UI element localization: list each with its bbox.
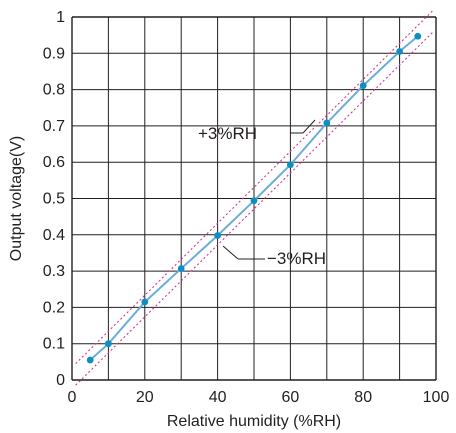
y-tick-label: 0.3 [43, 263, 65, 280]
y-tick-label: 1 [56, 9, 65, 26]
y-tick-label: 0.4 [43, 227, 65, 244]
data-point [86, 356, 94, 364]
x-tick-label: 60 [282, 389, 300, 406]
data-point [287, 161, 294, 169]
x-tick-label: 100 [423, 389, 450, 406]
data-point [414, 32, 422, 40]
data-point [177, 265, 185, 272]
lower-band-label: −3%RH [267, 249, 326, 268]
data-point [105, 340, 112, 348]
y-tick-label: 0 [56, 372, 65, 389]
data-point [141, 298, 149, 306]
tick-labels: 0 20 40 60 80 100 0 0.1 0.2 0.3 0.4 0.5 0.6 0.7 0.8 0.9… [43, 9, 450, 406]
upper-band-label: +3%RH [198, 124, 257, 143]
lower-band-leader-diagonal [222, 245, 239, 260]
y-tick-label: 0.5 [43, 191, 65, 208]
y-tick-label: 0.9 [43, 45, 65, 62]
y-tick-label: 0.2 [43, 299, 65, 316]
x-axis-title: Relative humidity (%RH) [167, 413, 341, 430]
data-point [250, 197, 258, 205]
upper-band-leader-diagonal [302, 119, 316, 134]
y-tick-label: 0.1 [43, 336, 65, 353]
y-tick-label: 0.8 [43, 82, 65, 99]
x-tick-label: 0 [68, 389, 77, 406]
x-tick-label: 80 [354, 389, 372, 406]
upper-band-annotation: +3%RH [198, 119, 316, 143]
x-tick-label: 20 [136, 389, 154, 406]
y-tick-label: 0.6 [43, 154, 65, 171]
data-point [359, 82, 367, 90]
series [86, 32, 422, 364]
lower-band-annotation: −3%RH [222, 245, 326, 268]
x-tick-label: 40 [209, 389, 227, 406]
data-point [323, 119, 331, 127]
grid [71, 16, 437, 381]
y-axis-title: Output voltage(V) [8, 136, 25, 261]
y-tick-label: 0.7 [43, 118, 65, 135]
data-point [214, 232, 222, 239]
data-point [396, 48, 403, 55]
